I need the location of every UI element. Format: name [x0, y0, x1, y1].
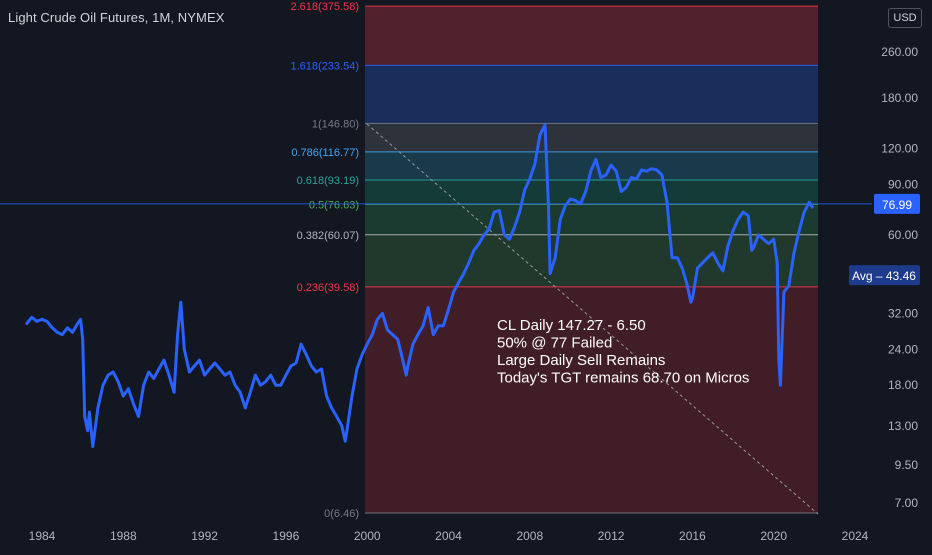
fib-label-2-618: 2.618(375.58) — [291, 1, 360, 13]
x-tick-label: 1996 — [273, 529, 300, 543]
y-tick-label: 13.00 — [888, 419, 918, 433]
fib-zone-0-5 — [365, 204, 818, 235]
last-price-label: 76.99 — [882, 198, 912, 212]
y-tick-label: 120.00 — [881, 141, 918, 155]
chart-title: Light Crude Oil Futures, 1M, NYMEX — [8, 10, 225, 25]
fib-zone-0-618 — [365, 180, 818, 205]
last-price-badge — [874, 193, 920, 214]
average-label: Avg – 43.46 — [852, 269, 916, 283]
x-tick-label: 2012 — [598, 529, 625, 543]
annotation-line: Large Daily Sell Remains — [497, 352, 665, 369]
price-badges: 76.99 Avg – 43.46 — [849, 193, 920, 286]
average-badge — [849, 265, 920, 286]
fib-label-0: 0(6.46) — [324, 508, 359, 520]
y-tick-label: 7.00 — [895, 496, 919, 510]
x-tick-label: 2024 — [842, 529, 869, 543]
y-tick-label: 60.00 — [888, 228, 918, 242]
y-tick-label: 32.00 — [888, 306, 918, 320]
x-tick-label: 2000 — [354, 529, 381, 543]
fib-label-0-5: 0.5(76.63) — [309, 199, 359, 211]
fib-zone-1 — [365, 123, 818, 152]
x-tick-label: 1988 — [110, 529, 137, 543]
fib-zone-0-382 — [365, 234, 818, 287]
fib-zone-2-618 — [365, 6, 818, 66]
annotation-line: Today's TGT remains 68.70 on Micros — [497, 370, 749, 387]
fib-retracement-zones — [365, 6, 818, 514]
fib-label-0-786: 0.786(116.77) — [291, 147, 359, 159]
fib-label-1-618: 1.618(233.54) — [291, 60, 360, 72]
x-tick-label: 1992 — [191, 529, 218, 543]
time-axis: 1984 1988 1992 1996 2000 2004 2008 2012 2016 2020… — [29, 529, 869, 543]
fib-label-0-618: 0.618(93.19) — [297, 175, 359, 187]
annotation-line: 50% @ 77 Failed — [497, 335, 612, 352]
x-tick-label: 1984 — [29, 529, 56, 543]
y-tick-label: 90.00 — [888, 177, 918, 191]
x-tick-label: 2020 — [760, 529, 787, 543]
price-series — [25, 123, 814, 449]
price-line — [25, 123, 814, 449]
y-tick-label: 24.00 — [888, 342, 918, 356]
fib-level-lines — [365, 5, 818, 514]
fib-label-0-382: 0.382(60.07) — [297, 230, 359, 242]
fib-zone-1-618 — [365, 65, 818, 124]
x-tick-label: 2016 — [679, 529, 706, 543]
fib-label-0-236: 0.236(39.58) — [297, 282, 359, 294]
y-tick-label: 180.00 — [881, 91, 918, 105]
fib-label-1: 1(146.80) — [312, 118, 359, 130]
y-tick-label: 9.50 — [895, 458, 919, 472]
x-tick-label: 2004 — [435, 529, 462, 543]
y-tick-label: 18.00 — [888, 378, 918, 392]
y-tick-label: 260.00 — [881, 45, 918, 59]
x-tick-label: 2008 — [516, 529, 543, 543]
fib-level-labels: 2.618(375.58) 1.618(233.54) 1(146.80) 0.786… — [291, 1, 360, 520]
price-axis: 7.00 9.50 13.00 18.00 24.00 32.00 60.00 90.00 12… — [881, 45, 918, 510]
currency-badge[interactable]: USD — [888, 8, 922, 28]
annotation-line: CL Daily 147.27 - 6.50 — [497, 317, 646, 334]
